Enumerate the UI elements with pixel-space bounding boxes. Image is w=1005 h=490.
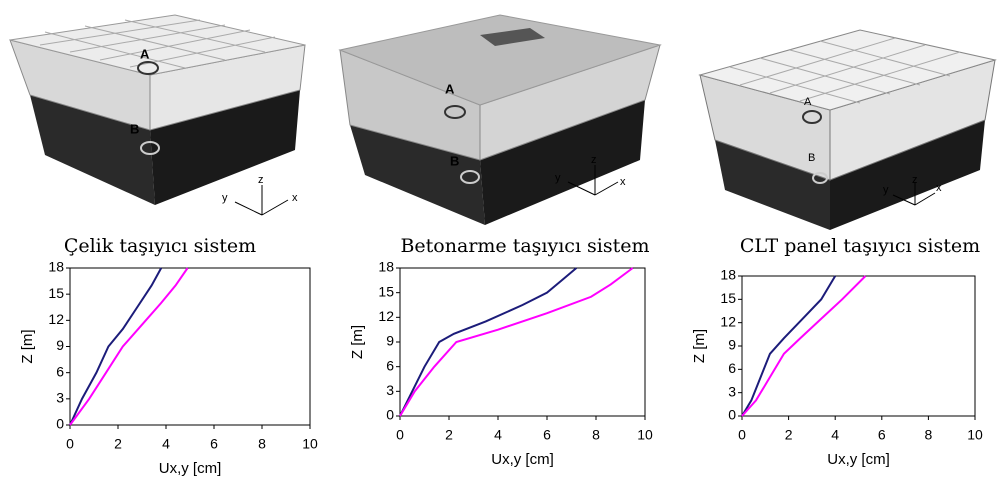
point-label: A	[140, 46, 150, 61]
x-tick-label: 0	[738, 427, 746, 443]
axis-letter: z	[258, 174, 264, 186]
y-tick-label: 6	[56, 363, 64, 379]
figure: A B z y x A B z y x A B z y x Çelik taşı…	[0, 0, 1005, 490]
x-tick-label: 6	[210, 436, 218, 452]
chart-title: Çelik taşıyıcı sistem	[64, 235, 256, 257]
y-tick-label: 18	[720, 267, 736, 283]
x-tick-label: 6	[543, 427, 551, 443]
y-tick-label: 9	[728, 337, 736, 353]
axis-letter: x	[936, 182, 942, 194]
axis-letter: y	[555, 172, 561, 184]
y-axis-label: Z [m]	[19, 329, 36, 363]
x-tick-label: 6	[878, 427, 886, 443]
y-tick-label: 12	[378, 308, 394, 324]
x-tick-label: 4	[162, 436, 170, 452]
y-axis-label: Z [m]	[691, 329, 708, 363]
chart-title: Betonarme taşıyıcı sistem	[400, 235, 649, 257]
y-tick-label: 3	[728, 383, 736, 399]
y-tick-label: 9	[56, 337, 64, 353]
axis-letter: x	[292, 192, 298, 204]
axis-letter: y	[222, 192, 228, 204]
y-tick-label: 0	[728, 407, 736, 423]
x-tick-label: 0	[396, 427, 404, 443]
x-tick-label: 4	[494, 427, 502, 443]
y-tick-label: 15	[378, 283, 394, 299]
building-concrete	[340, 15, 660, 225]
plot-area	[400, 268, 645, 416]
x-axis-label: Ux,y [cm]	[491, 451, 554, 468]
x-tick-label: 8	[592, 427, 600, 443]
point-label: B	[808, 152, 815, 164]
y-tick-label: 3	[56, 390, 64, 406]
axis-letter: z	[912, 174, 918, 186]
axis-letter: y	[883, 184, 889, 196]
y-tick-label: 15	[720, 290, 736, 306]
x-axis-label: Ux,y [cm]	[159, 460, 222, 477]
x-tick-label: 8	[258, 436, 266, 452]
y-tick-label: 6	[728, 360, 736, 376]
y-tick-label: 18	[378, 259, 394, 275]
axis-letter: z	[591, 154, 597, 166]
y-tick-label: 12	[720, 313, 736, 329]
y-tick-label: 12	[48, 311, 64, 327]
x-tick-label: 8	[925, 427, 933, 443]
x-tick-label: 10	[967, 427, 983, 443]
x-tick-label: 10	[302, 436, 318, 452]
plot-area	[70, 268, 310, 425]
y-tick-label: 18	[48, 259, 64, 275]
x-tick-label: 2	[785, 427, 793, 443]
building-clt	[700, 30, 995, 230]
x-tick-label: 2	[445, 427, 453, 443]
x-tick-label: 0	[66, 436, 74, 452]
chart-title: CLT panel taşıyıcı sistem	[740, 235, 980, 257]
point-label: B	[130, 121, 139, 136]
y-tick-label: 0	[56, 416, 64, 432]
point-label: A	[445, 81, 455, 96]
x-axis-label: Ux,y [cm]	[827, 451, 890, 468]
y-tick-label: 9	[386, 333, 394, 349]
y-axis-label: Z [m]	[349, 325, 366, 359]
point-label: A	[804, 96, 812, 108]
x-tick-label: 2	[114, 436, 122, 452]
y-tick-label: 0	[386, 407, 394, 423]
y-tick-label: 6	[386, 357, 394, 373]
y-tick-label: 3	[386, 382, 394, 398]
point-label: B	[450, 153, 459, 168]
x-tick-label: 4	[831, 427, 839, 443]
y-tick-label: 15	[48, 285, 64, 301]
x-tick-label: 10	[637, 427, 653, 443]
axis-letter: x	[620, 176, 626, 188]
